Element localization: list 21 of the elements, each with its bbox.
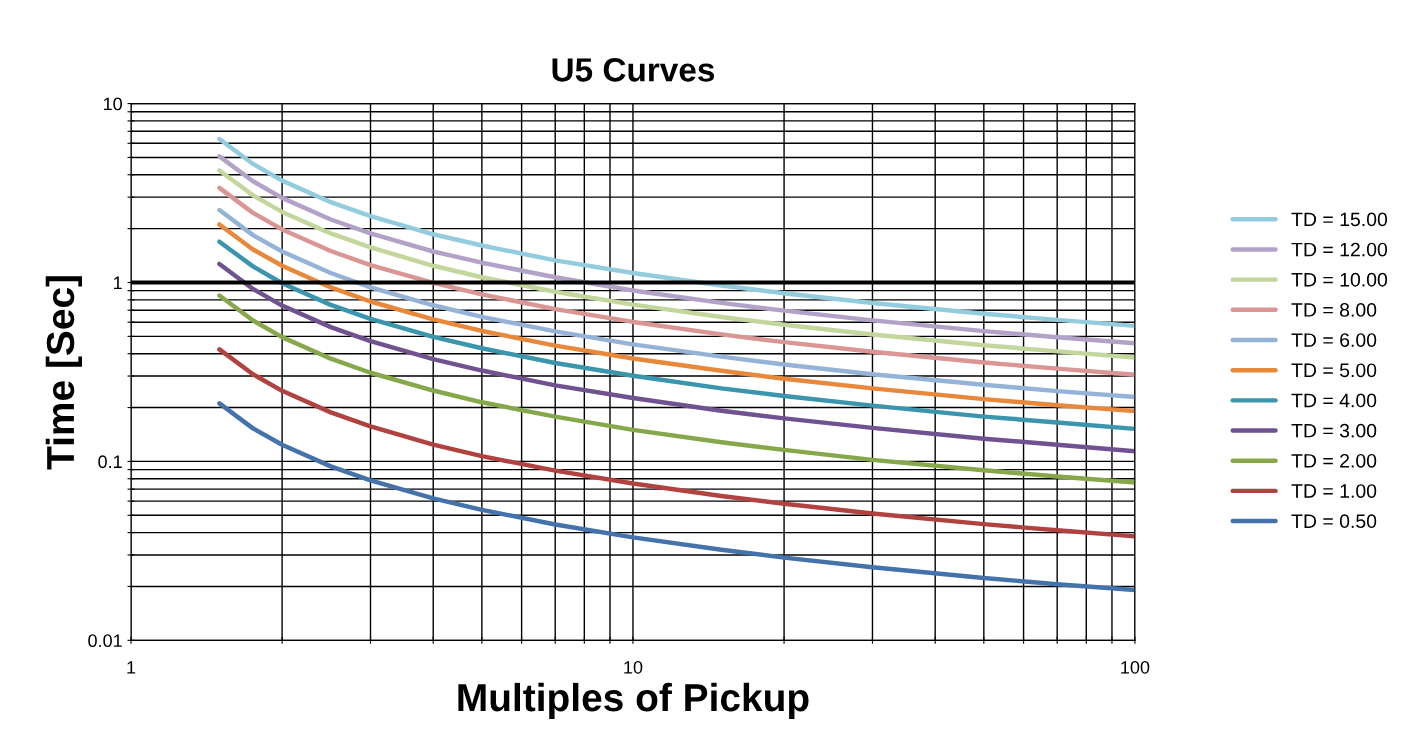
y-tick-label: 0.1 xyxy=(98,455,122,469)
legend-label: TD = 0.50 xyxy=(1291,514,1377,529)
legend-label: TD = 6.00 xyxy=(1291,333,1377,347)
legend-label: TD = 15.00 xyxy=(1291,212,1388,227)
legend-label: TD = 12.00 xyxy=(1291,242,1388,257)
y-axis-title: Time [Sec] xyxy=(45,276,82,470)
chart-title: U5 Curves xyxy=(552,58,715,82)
x-tick-label: 10 xyxy=(624,660,643,674)
legend-label: TD = 10.00 xyxy=(1291,272,1388,287)
legend-label: TD = 3.00 xyxy=(1291,423,1377,438)
x-tick-label: 100 xyxy=(1121,660,1150,674)
legend-label: TD = 4.00 xyxy=(1291,393,1377,408)
x-axis-title: Multiples of Pickup xyxy=(458,682,809,720)
legend-label: TD = 8.00 xyxy=(1291,303,1377,317)
legend-label: TD = 5.00 xyxy=(1291,363,1377,378)
legend-label: TD = 1.00 xyxy=(1291,484,1377,498)
x-tick-label: 1 xyxy=(127,661,136,674)
y-tick-label: 1 xyxy=(114,276,122,290)
legend-label: TD = 2.00 xyxy=(1291,453,1377,468)
y-tick-label: 10 xyxy=(103,97,122,111)
y-tick-label: 0.01 xyxy=(88,634,122,648)
